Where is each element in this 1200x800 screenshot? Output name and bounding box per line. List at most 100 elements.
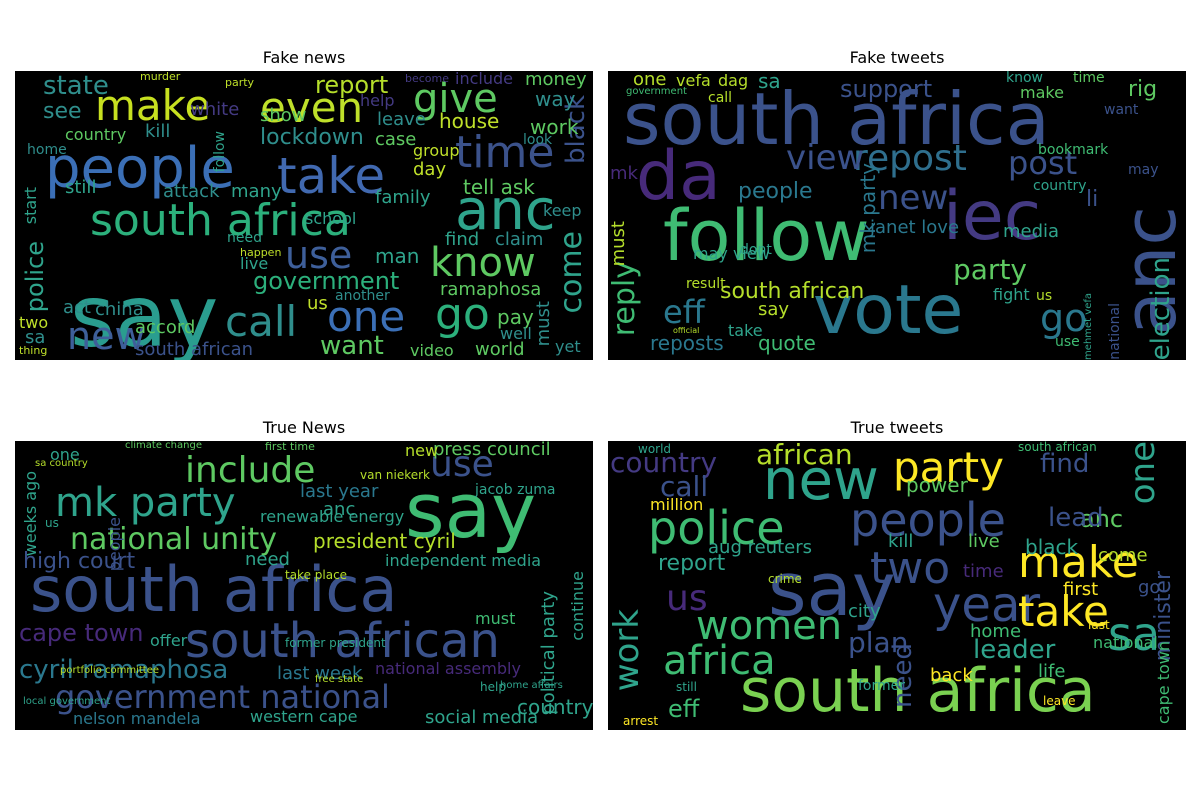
cloud-word: become bbox=[405, 72, 450, 85]
cloud-word: mehmet vefa bbox=[1083, 293, 1094, 360]
cloud-word: us bbox=[45, 516, 59, 530]
cloud-word: vefa bbox=[676, 71, 711, 90]
cloud-word: call bbox=[225, 297, 298, 346]
cloud-word: take place bbox=[285, 568, 348, 582]
cloud-word: result bbox=[686, 276, 726, 292]
cloud-word: eff bbox=[668, 695, 700, 723]
cloud-word: vote bbox=[813, 271, 964, 350]
cloud-word: make bbox=[95, 81, 211, 130]
cloud-word: jacob zuma bbox=[475, 482, 556, 498]
cloud-word: state bbox=[43, 71, 109, 101]
cloud-word: da bbox=[636, 137, 721, 216]
cloud-word: lockdown bbox=[260, 125, 364, 150]
cloud-word: include bbox=[455, 71, 513, 88]
cloud-word: year bbox=[933, 577, 1041, 633]
cloud-word: happen bbox=[240, 246, 282, 259]
cloud-word: live bbox=[968, 531, 1000, 552]
cloud-word: iec bbox=[943, 177, 1042, 256]
cloud-word: anc bbox=[1080, 505, 1124, 533]
cloud-word: follow bbox=[663, 195, 870, 277]
cloud-word: sa country bbox=[35, 458, 88, 469]
cloud-word: national bbox=[1107, 303, 1123, 360]
cloud-word: come bbox=[1098, 545, 1148, 566]
cloud-word: people bbox=[850, 493, 1006, 547]
cloud-word: keep bbox=[543, 201, 582, 220]
cloud-word: attack bbox=[163, 181, 220, 202]
cloud-word: still bbox=[676, 680, 697, 694]
cloud-word: cape town bbox=[1154, 641, 1173, 724]
cloud-word: pay bbox=[497, 305, 534, 329]
cloud-word: mk party bbox=[55, 480, 236, 526]
cloud-word: aug reuters bbox=[708, 537, 812, 558]
cloud-word: want bbox=[320, 331, 384, 360]
cloud-word: dont bbox=[740, 242, 772, 258]
word-cloud: say south africa new police people party make y… bbox=[608, 441, 1186, 730]
cloud-word: former bbox=[858, 678, 906, 694]
cloud-word: home bbox=[970, 621, 1022, 642]
cloud-word: many bbox=[231, 181, 282, 202]
cloud-word: case bbox=[375, 129, 417, 150]
cloud-word: last year bbox=[300, 481, 379, 502]
cloud-word: must bbox=[608, 221, 629, 267]
cloud-word: go bbox=[435, 289, 490, 340]
word-cloud: south africa follow vote iec anc da repost post… bbox=[608, 71, 1186, 360]
cloud-word: police bbox=[21, 241, 49, 313]
cloud-word: government national bbox=[55, 678, 390, 716]
cloud-word: say bbox=[405, 466, 537, 555]
cloud-word: official bbox=[673, 326, 700, 335]
cloud-word: party bbox=[225, 76, 255, 89]
cloud-word: see bbox=[43, 99, 82, 124]
cloud-word: renewable energy bbox=[260, 507, 405, 526]
cloud-word: sa bbox=[25, 327, 46, 348]
cloud-word: offer bbox=[150, 631, 188, 650]
cloud-word: janet love bbox=[870, 217, 960, 238]
cloud-word: help bbox=[360, 91, 395, 110]
cloud-word: last bbox=[1088, 618, 1110, 632]
cloud-word: continue bbox=[568, 571, 587, 641]
cloud-word: president cyril bbox=[313, 529, 456, 553]
cloud-word: group bbox=[413, 141, 460, 160]
cloud-word: new bbox=[67, 314, 146, 358]
cloud-word: give bbox=[413, 76, 498, 122]
cloud-word: leave bbox=[377, 109, 426, 130]
cloud-word: one bbox=[1123, 441, 1163, 505]
cloud-word: say bbox=[758, 299, 790, 320]
cloud-word: two bbox=[870, 543, 951, 594]
cloud-word: arrest bbox=[623, 714, 659, 728]
cloud-word: take bbox=[1018, 587, 1109, 636]
cloud-word: support bbox=[840, 75, 933, 103]
cloud-word: press council bbox=[433, 441, 551, 460]
cloud-word: report bbox=[315, 71, 389, 99]
cloud-word: lead bbox=[1048, 503, 1104, 533]
cloud-word: make bbox=[1020, 83, 1064, 102]
cloud-word: claim bbox=[495, 229, 544, 250]
cloud-word: white bbox=[190, 99, 240, 120]
cloud-word: school bbox=[305, 209, 357, 228]
cloud-word: new bbox=[405, 441, 439, 460]
word-cloud: say people take south africa anc make even give… bbox=[15, 71, 593, 360]
cloud-word: rig bbox=[1128, 77, 1158, 102]
cloud-word: follow bbox=[212, 131, 228, 173]
cloud-word: take bbox=[277, 147, 386, 205]
cloud-word: first bbox=[1063, 579, 1099, 600]
cloud-word: anc bbox=[455, 178, 556, 243]
cloud-word: country bbox=[1033, 178, 1087, 194]
cloud-word: act bbox=[63, 297, 91, 318]
cloud-word: another bbox=[335, 288, 390, 304]
cloud-word: power bbox=[906, 473, 968, 497]
cloud-word: repost bbox=[853, 138, 967, 179]
cloud-word: independent media bbox=[385, 551, 542, 570]
cloud-word: south african bbox=[720, 279, 865, 304]
cloud-word: weeks ago bbox=[21, 471, 40, 557]
cloud-word: government bbox=[626, 86, 687, 97]
cloud-word: view bbox=[786, 138, 865, 178]
cloud-word: anc bbox=[323, 499, 356, 520]
cloud-word: look bbox=[523, 132, 553, 148]
cloud-word: even bbox=[260, 83, 364, 132]
cloud-word: know bbox=[1006, 71, 1043, 86]
cloud-word: cyril ramaphosa bbox=[19, 655, 229, 685]
cloud-word: western cape bbox=[250, 707, 358, 726]
cloud-word: report bbox=[658, 551, 726, 576]
cloud-word: china bbox=[95, 299, 144, 320]
cloud-word: african bbox=[756, 441, 853, 471]
